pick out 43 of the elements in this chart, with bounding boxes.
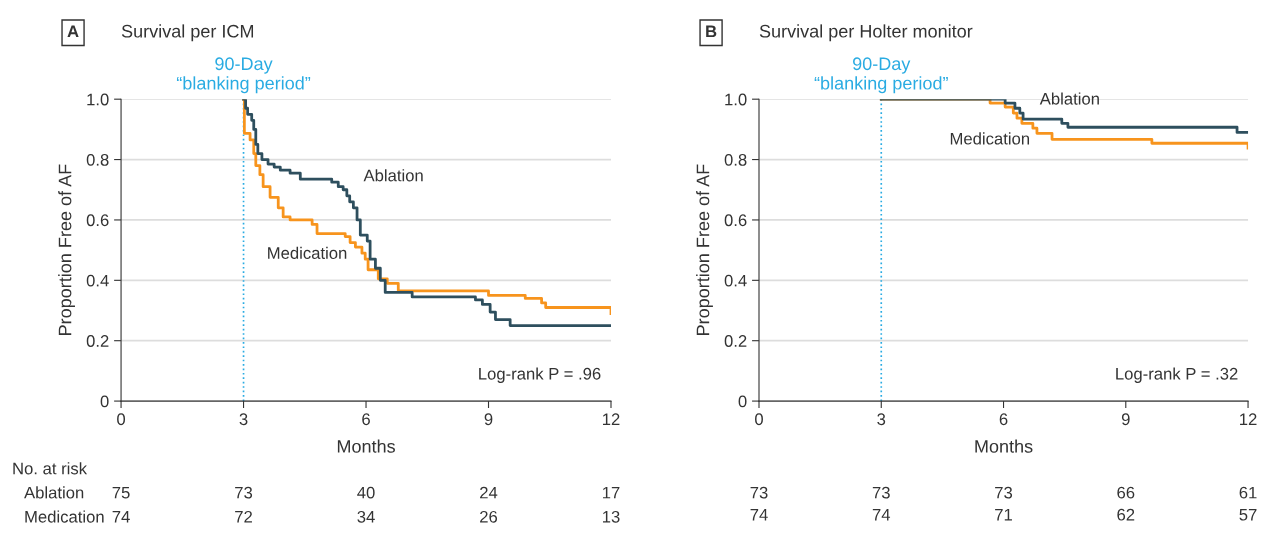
series-label: Medication [950,132,1030,145]
x-tick-label: 3 [877,413,886,426]
text: 73 73 73 66 61 [750,486,1257,499]
y-tick-label: 0.6 [724,214,747,227]
x-tick-label: 9 [484,413,493,426]
y-tick-label: 0 [100,395,109,408]
x-tick-label: 3 [239,413,248,426]
y-tick-label: 0 [738,395,747,408]
series-label: Ablation [1039,92,1099,105]
x-tick-label: 0 [755,413,763,426]
chart-title: Survival per ICM [121,24,254,42]
y-tick-label: 0.2 [86,335,109,347]
y-tick-label: 1.0 [725,93,747,106]
x-tick-label: 6 [999,413,1008,426]
y-tick-label: 0.6 [86,214,109,227]
x-tick-label: 0 [117,413,126,426]
y-tick-label: 1.0 [87,93,109,106]
text: Medication 74 72 34 26 13 [25,510,620,523]
text: No. at risk [13,462,88,475]
x-tick-label: 12 [603,413,620,425]
x-tick-label: 9 [1121,413,1130,426]
y-tick-label: 0.8 [86,153,109,166]
y-tick-label: 0.4 [724,274,747,287]
y-axis-title: Proportion Free of AF [58,164,75,335]
text: B [706,25,717,38]
series-label: Ablation [363,169,423,182]
text: 74 74 71 62 57 [750,508,1257,521]
y-axis-title: Proportion Free of AF [696,164,713,335]
annotation: Log-rank P = .96 [479,367,601,383]
y-tick-label: 0.4 [86,274,109,287]
x-axis-title: Months [337,439,395,453]
text: A [67,25,79,38]
x-tick-label: 6 [362,413,370,426]
y-tick-label: 0.8 [724,153,747,166]
ref-line-label: 90-Day “blanking period” [176,57,311,94]
x-tick-label: 12 [1240,413,1257,425]
ref-line-label: 90-Day “blanking period” [814,57,948,94]
series-label: Medication [268,246,347,259]
annotation: Log-rank P = .32 [1116,367,1238,383]
chart-title: Survival per Holter monitor [759,24,973,42]
y-tick-label: 0.2 [724,335,747,347]
text: Ablation 75 73 40 24 17 [24,486,620,499]
x-axis-title: Months [975,439,1033,453]
